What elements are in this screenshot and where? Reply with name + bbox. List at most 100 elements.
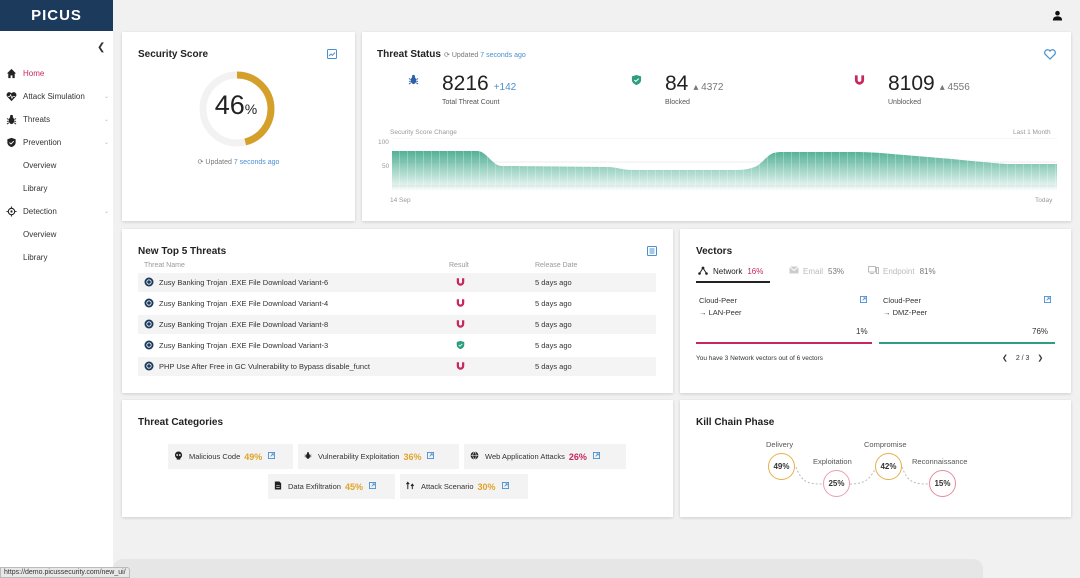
- sidebar-item-threats[interactable]: Threats ⌄: [0, 108, 113, 131]
- vector-progress-bar: [879, 342, 1055, 344]
- category-vulnerability-exploitation[interactable]: Vulnerability Exploitation 36%: [298, 444, 459, 469]
- external-link-icon[interactable]: [268, 452, 276, 461]
- threat-name[interactable]: PHP Use After Free in GC Vulnerability t…: [159, 362, 370, 371]
- external-link-icon[interactable]: [860, 295, 867, 305]
- sidebar-item-prevention-overview[interactable]: Overview: [0, 154, 113, 177]
- category-data-exfiltration[interactable]: Data Exfiltration 45%: [268, 474, 395, 499]
- threat-name[interactable]: Zusy Banking Trojan .EXE File Download V…: [159, 299, 329, 308]
- category-malicious-code[interactable]: Malicious Code 49%: [168, 444, 293, 469]
- unblocked-icon: [456, 298, 465, 310]
- category-web-application-attacks[interactable]: Web Application Attacks 26%: [464, 444, 626, 469]
- x-tick-label: 14 Sep: [390, 197, 411, 204]
- category-attack-scenario[interactable]: Attack Scenario 30%: [400, 474, 528, 499]
- endpoint-icon: [868, 266, 879, 276]
- sidebar-item-label: Overview: [23, 230, 57, 239]
- x-tick-label: Today: [1035, 197, 1053, 204]
- blocked-stat: 84 ▴ 4372 Blocked: [665, 72, 724, 106]
- bug-icon: [5, 114, 17, 126]
- unblocked-stat: 8109 ▴ 4556 Unblocked: [888, 72, 970, 106]
- sidebar: PICUS ❮ Home Attack Simulation ⌄ Threats…: [0, 0, 113, 578]
- unblocked-icon: [456, 277, 465, 289]
- sidebar-nav: Home Attack Simulation ⌄ Threats ⌄ Preve…: [0, 62, 113, 269]
- phase-reconnaissance-circle[interactable]: 15%: [929, 470, 956, 497]
- user-icon[interactable]: [1052, 10, 1063, 23]
- threat-name[interactable]: Zusy Banking Trojan .EXE File Download V…: [159, 320, 329, 329]
- tab-endpoint[interactable]: Endpoint 81%: [868, 266, 936, 276]
- sidebar-item-label: Home: [23, 69, 45, 78]
- sidebar-item-label: Overview: [23, 161, 57, 170]
- report-icon[interactable]: [327, 49, 337, 61]
- external-link-icon[interactable]: [368, 482, 376, 491]
- chart-range: Last 1 Month: [1013, 129, 1051, 136]
- sidebar-item-attack-simulation[interactable]: Attack Simulation ⌄: [0, 85, 113, 108]
- updated-time: 7 seconds ago: [480, 52, 526, 59]
- sidebar-item-prevention[interactable]: Prevention ⌄: [0, 131, 113, 154]
- vector-percentage: 1%: [856, 327, 868, 336]
- tab-email[interactable]: Email 53%: [789, 266, 844, 276]
- external-link-icon[interactable]: [501, 482, 509, 491]
- kill-chain-card: Kill Chain Phase Delivery 49% Exploitati…: [680, 400, 1071, 517]
- vector-progress-bar: [696, 342, 872, 344]
- sidebar-item-detection-overview[interactable]: Overview: [0, 223, 113, 246]
- sidebar-item-detection-library[interactable]: Library: [0, 246, 113, 269]
- prev-page-icon[interactable]: ❮: [1002, 355, 1008, 362]
- column-header-result: Result: [449, 262, 469, 269]
- tab-network[interactable]: Network 16%: [698, 266, 763, 277]
- external-link-icon[interactable]: [592, 452, 600, 461]
- sidebar-item-label: Prevention: [23, 138, 62, 147]
- sidebar-item-prevention-library[interactable]: Library: [0, 177, 113, 200]
- skull-icon: [174, 451, 183, 462]
- vector-item[interactable]: Cloud-Peer → DMZ-Peer: [883, 296, 928, 317]
- heart-icon[interactable]: [1044, 49, 1056, 62]
- release-date: 5 days ago: [535, 362, 572, 371]
- column-header-date: Release Date: [535, 262, 578, 269]
- phase-delivery-circle[interactable]: 49%: [768, 453, 795, 480]
- sidebar-item-home[interactable]: Home: [0, 62, 113, 85]
- picus-logo[interactable]: PICUS: [0, 0, 113, 31]
- blocked-icon: [456, 340, 465, 352]
- list-icon[interactable]: [647, 246, 657, 258]
- table-row[interactable]: Zusy Banking Trojan .EXE File Download V…: [138, 294, 656, 313]
- y-tick-label: 100: [378, 139, 389, 146]
- table-row[interactable]: PHP Use After Free in GC Vulnerability t…: [138, 357, 656, 376]
- kill-chain-connectors: [795, 466, 931, 485]
- card-title: New Top 5 Threats: [138, 246, 227, 257]
- unblocked-icon: [456, 319, 465, 331]
- phase-compromise-circle[interactable]: 42%: [875, 453, 902, 480]
- phase-exploitation-circle[interactable]: 25%: [823, 470, 850, 497]
- release-date: 5 days ago: [535, 341, 572, 350]
- external-link-icon[interactable]: [1044, 295, 1051, 305]
- top5-threats-card: New Top 5 Threats Threat Name Result Rel…: [122, 229, 673, 393]
- vectors-card: Vectors Network 16% Email 53% Endpoint 8…: [680, 229, 1071, 393]
- card-title: Vectors: [696, 246, 733, 257]
- heartbeat-icon: [5, 91, 17, 103]
- table-row[interactable]: Zusy Banking Trojan .EXE File Download V…: [138, 336, 656, 355]
- sidebar-item-label: Attack Simulation: [23, 92, 85, 101]
- threat-name[interactable]: Zusy Banking Trojan .EXE File Download V…: [159, 278, 329, 287]
- vector-item[interactable]: Cloud-Peer → LAN-Peer: [699, 296, 742, 317]
- horizontal-scrollbar[interactable]: [113, 559, 983, 578]
- network-icon: [698, 266, 708, 277]
- globe-icon: [470, 451, 479, 462]
- release-date: 5 days ago: [535, 320, 572, 329]
- release-date: 5 days ago: [535, 278, 572, 287]
- table-row[interactable]: Zusy Banking Trojan .EXE File Download V…: [138, 273, 656, 292]
- collapse-chevron-icon[interactable]: ❮: [97, 42, 106, 53]
- threat-icon: [144, 340, 154, 352]
- file-icon: [274, 481, 282, 492]
- threat-name[interactable]: Zusy Banking Trojan .EXE File Download V…: [159, 341, 329, 350]
- threat-status-card: Threat Status ⟳ Updated 7 seconds ago 82…: [362, 32, 1071, 221]
- next-page-icon[interactable]: ❯: [1037, 355, 1044, 362]
- card-title: Security Score: [138, 49, 209, 60]
- sidebar-item-detection[interactable]: Detection ⌄: [0, 200, 113, 223]
- threat-icon: [144, 319, 154, 331]
- release-date: 5 days ago: [535, 299, 572, 308]
- chevron-down-icon: ⌄: [103, 94, 109, 100]
- scenario-icon: [406, 481, 415, 492]
- bug-icon: [408, 74, 419, 87]
- external-link-icon[interactable]: [427, 452, 435, 461]
- phase-label: Compromise: [864, 440, 907, 449]
- chart-title: Security Score Change: [390, 129, 457, 136]
- table-row[interactable]: Zusy Banking Trojan .EXE File Download V…: [138, 315, 656, 334]
- email-icon: [789, 266, 799, 276]
